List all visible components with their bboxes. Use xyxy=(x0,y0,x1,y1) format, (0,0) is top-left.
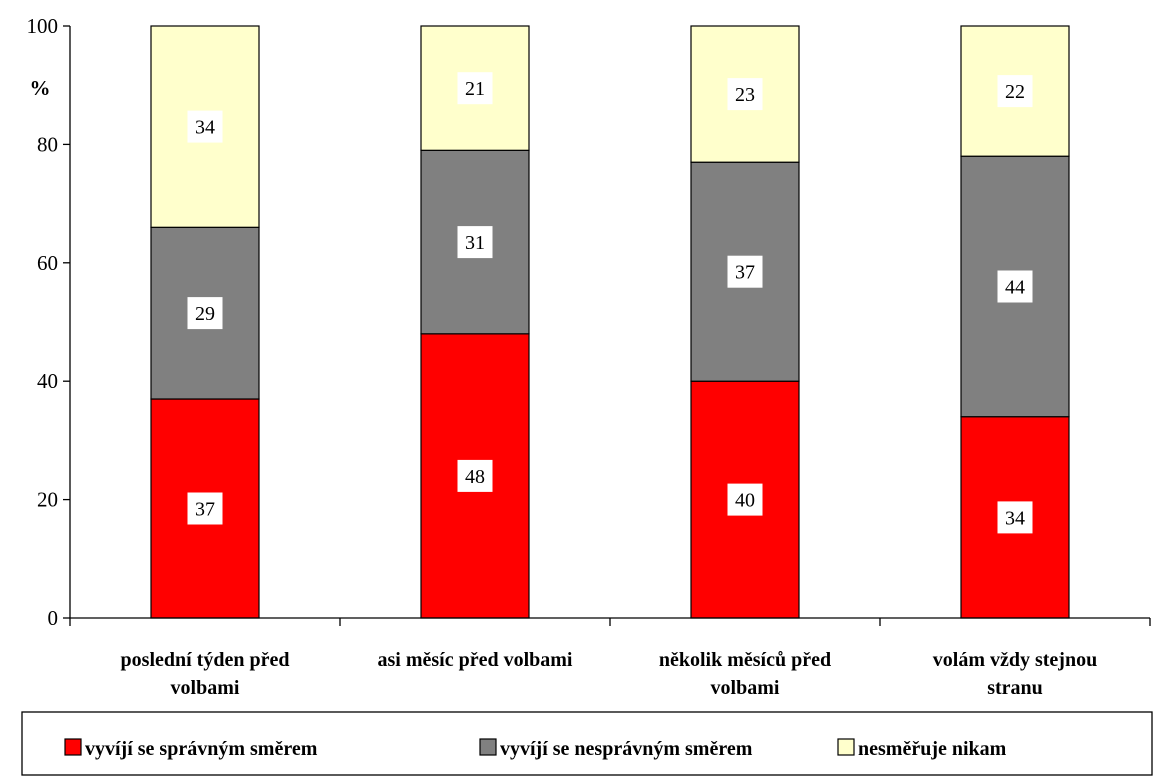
category-label-2-line-1: volbami xyxy=(711,677,780,699)
category-label-1-line-0: asi měsíc před volbami xyxy=(378,649,573,671)
category-label-0-line-1: volbami xyxy=(171,677,240,699)
data-label-box-s0-c1 xyxy=(457,459,493,492)
y-tick-label-60: 60 xyxy=(37,251,58,275)
y-axis-label: % xyxy=(30,76,51,100)
y-tick-label-20: 20 xyxy=(37,488,58,512)
data-label-s2-c0: 34 xyxy=(195,117,215,139)
data-label-s1-c3: 44 xyxy=(1005,277,1025,299)
category-label-2-line-0: několik měsíců před xyxy=(659,649,831,671)
category-label-3-line-1: stranu xyxy=(987,677,1043,699)
data-label-s2-c2: 23 xyxy=(735,84,755,106)
data-label-s2-c3: 22 xyxy=(1005,81,1025,103)
legend-swatch-1 xyxy=(479,738,497,756)
data-label-box-s0-c3 xyxy=(997,501,1033,534)
legend-label-1: vyvíjí se nesprávným směrem xyxy=(500,738,753,760)
category-label-3-line-0: volám vždy stejnou xyxy=(933,649,1097,671)
legend-label-2: nesměřuje nikam xyxy=(858,738,1007,760)
y-tick-label-40: 40 xyxy=(37,369,58,393)
category-labels-layer: poslední týden před volbami asi měsíc před… xyxy=(121,649,1098,699)
bars-layer xyxy=(150,25,1070,619)
data-label-box-s2-c3 xyxy=(997,75,1033,108)
data-label-s2-c1: 21 xyxy=(465,78,485,100)
axes-layer: 0 20 40 60 80 100% xyxy=(27,14,1151,630)
legend: vyvíjí se správným směrem vyvíjí se nespr… xyxy=(21,711,1153,776)
data-label-box-s1-c0 xyxy=(187,297,223,330)
legend-box xyxy=(21,711,1153,776)
data-label-box-s1-c2 xyxy=(727,255,763,288)
data-label-box-s0-c0 xyxy=(187,492,223,525)
legend-swatch-2 xyxy=(837,738,855,756)
category-label-0-line-0: poslední týden před xyxy=(121,649,290,671)
data-label-box-s0-c2 xyxy=(727,483,763,516)
data-label-s0-c2: 40 xyxy=(735,490,755,512)
y-tick-label-100: 100 xyxy=(27,14,59,38)
data-label-s0-c3: 34 xyxy=(1005,507,1025,529)
data-label-box-s1-c1 xyxy=(457,226,493,259)
data-label-s1-c1: 31 xyxy=(465,232,485,254)
data-label-s0-c0: 37 xyxy=(195,499,215,521)
legend-swatch-0 xyxy=(64,738,82,756)
data-label-s1-c0: 29 xyxy=(195,303,215,325)
y-tick-label-80: 80 xyxy=(37,132,58,156)
y-tick-label-0: 0 xyxy=(48,606,59,630)
data-label-box-s2-c2 xyxy=(727,78,763,111)
data-label-s0-c1: 48 xyxy=(465,466,485,488)
legend-label-0: vyvíjí se správným směrem xyxy=(85,738,318,760)
data-labels-layer: 37 29 34 48 31 21 40 37 23 34 44 22 xyxy=(187,72,1033,534)
data-label-s1-c2: 37 xyxy=(735,262,755,284)
data-label-box-s2-c1 xyxy=(457,72,493,105)
data-label-box-s1-c3 xyxy=(997,270,1033,303)
data-label-box-s2-c0 xyxy=(187,110,223,143)
